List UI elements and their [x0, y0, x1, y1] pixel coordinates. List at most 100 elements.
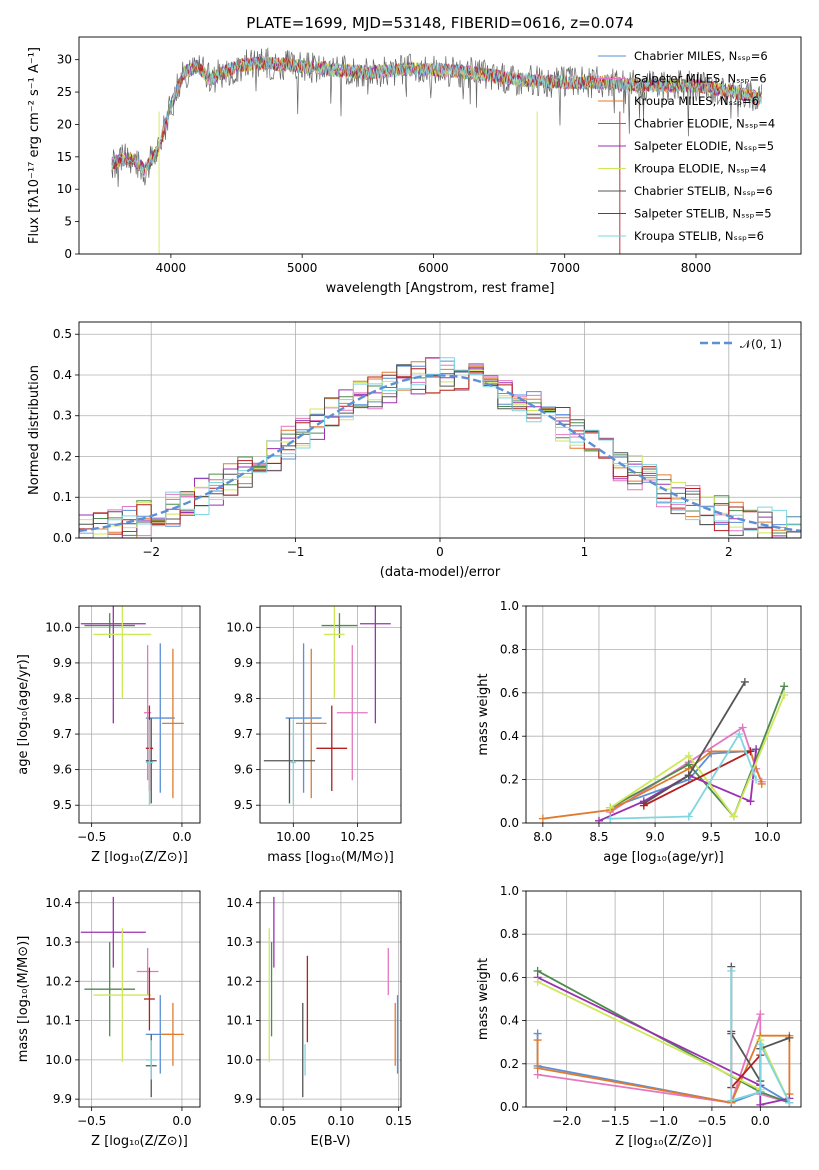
- weight-marker: [538, 814, 547, 823]
- age_vs_mass-frame: [259, 605, 402, 824]
- y-tick-label: 0.3: [53, 409, 72, 423]
- x-axis-label: Z [log₁₀(Z/Z⊙)]: [615, 1134, 712, 1149]
- x-tick-label: −1.0: [649, 1114, 678, 1128]
- y-tick-label: 0.6: [500, 686, 519, 700]
- x-tick-label: 0.05: [270, 1114, 297, 1128]
- y-axis-label: Normed distribution: [27, 365, 42, 495]
- weight-marker: [738, 723, 747, 732]
- weight-marker: [684, 812, 693, 821]
- x-axis-label: Z [log₁₀(Z/Z⊙)]: [91, 1134, 188, 1149]
- legend-entry: Salpeter ELODIE, Nₛₛₚ=5: [634, 139, 774, 153]
- age_vs_Z-frame: [78, 605, 201, 824]
- y-tick-label: 1.0: [500, 599, 519, 613]
- mass_vs_Z-plot-area: [79, 891, 200, 1107]
- weight-marker: [756, 1040, 765, 1049]
- x-axis-label: Z [log₁₀(Z/Z⊙)]: [91, 850, 188, 865]
- histogram-series: [79, 364, 801, 538]
- x-tick-label: 8000: [681, 261, 712, 275]
- x-tick-label: 0.0: [172, 830, 191, 844]
- weight-marker: [752, 775, 761, 784]
- x-tick-label: −1: [287, 545, 305, 559]
- x-tick-label: 9.0: [646, 830, 665, 844]
- y-tick-label: 0.0: [500, 816, 519, 830]
- weight_vs_Z-frame: [525, 890, 802, 1108]
- weight-marker: [533, 1064, 542, 1073]
- y-tick-label: 0.5: [53, 327, 72, 341]
- y-tick-label: 0.8: [500, 927, 519, 941]
- mass_vs_Z-frame: [78, 890, 201, 1108]
- x-tick-label: −0.5: [77, 830, 106, 844]
- histogram-series: [79, 369, 801, 538]
- y-tick-label: 10.0: [226, 1053, 253, 1067]
- y-tick-label: 0.0: [53, 531, 72, 545]
- y-tick-label: 9.7: [53, 727, 72, 741]
- y-tick-label: 10.3: [226, 935, 253, 949]
- weight-marker: [746, 747, 755, 756]
- y-tick-label: 0.2: [53, 449, 72, 463]
- y-tick-label: 9.5: [53, 798, 72, 812]
- y-tick-label: 0.2: [500, 773, 519, 787]
- weight-marker: [533, 1036, 542, 1045]
- x-tick-label: 8.0: [533, 830, 552, 844]
- y-axis-label: age [log₁₀(age/yr)]: [16, 654, 31, 775]
- y-tick-label: 0.0: [500, 1100, 519, 1114]
- legend-entry: Kroupa ELODIE, Nₛₛₚ=4: [634, 162, 767, 176]
- y-tick-label: 10.2: [226, 974, 253, 988]
- weight-marker: [606, 814, 615, 823]
- mass_vs_ebv-frame: [259, 890, 402, 1108]
- weight-marker: [707, 747, 716, 756]
- y-axis-label: mass weight: [476, 673, 491, 755]
- weight-marker: [684, 760, 693, 769]
- y-tick-label: 20: [57, 117, 72, 131]
- x-tick-label: −0.5: [77, 1114, 106, 1128]
- weight-series: [610, 731, 757, 820]
- x-axis-label: E(B-V): [310, 1134, 350, 1149]
- y-tick-label: 10.1: [45, 1014, 72, 1028]
- spectrum-frame: [78, 36, 802, 255]
- legend-entry: Salpeter MILES, Nₛₛₚ=6: [634, 72, 767, 86]
- x-tick-label: 9.5: [702, 830, 721, 844]
- y-tick-label: 9.9: [234, 1092, 253, 1106]
- y-tick-label: 0.4: [53, 368, 72, 382]
- spectrum-series: [111, 56, 762, 175]
- weight-marker: [729, 812, 738, 821]
- x-tick-label: 4000: [156, 261, 187, 275]
- y-tick-label: 9.7: [234, 727, 253, 741]
- x-tick-label: 0.0: [751, 1114, 770, 1128]
- x-tick-label: 0.0: [172, 1114, 191, 1128]
- weight-marker: [684, 751, 693, 760]
- residuals-frame: [78, 321, 802, 539]
- x-tick-label: 5000: [287, 261, 318, 275]
- x-axis-label: (data-model)/error: [380, 565, 501, 580]
- gaussian-curve: [79, 374, 801, 533]
- x-tick-label: −1.5: [601, 1114, 630, 1128]
- weight-marker: [752, 745, 761, 754]
- weight-marker: [756, 1100, 765, 1107]
- y-tick-label: 0.6: [500, 970, 519, 984]
- weight-series: [542, 750, 763, 820]
- x-tick-label: 2: [725, 545, 733, 559]
- x-tick-label: 1: [581, 545, 589, 559]
- mass_vs_ebv-plot-area: [260, 891, 401, 1107]
- y-tick-label: 10.0: [45, 620, 72, 634]
- x-tick-label: 10.0: [754, 830, 781, 844]
- y-tick-label: 10.4: [45, 896, 72, 910]
- x-tick-label: 10.00: [276, 830, 310, 844]
- legend-entry: Salpeter STELIB, Nₛₛₚ=5: [634, 207, 772, 221]
- y-tick-label: 10: [57, 182, 72, 196]
- weight-marker: [639, 801, 648, 810]
- x-tick-label: 0.15: [385, 1114, 412, 1128]
- weight-marker: [756, 1087, 765, 1096]
- x-axis-label: mass [log₁₀(M/M⊙)]: [267, 850, 394, 865]
- y-tick-label: 0.2: [500, 1057, 519, 1071]
- weight-marker: [780, 682, 789, 691]
- x-tick-label: −2: [142, 545, 160, 559]
- residuals-plot-area: [79, 322, 801, 538]
- x-tick-label: 0.10: [328, 1114, 355, 1128]
- y-tick-label: 9.6: [53, 763, 72, 777]
- weight-series: [643, 750, 751, 807]
- y-tick-label: 25: [57, 85, 72, 99]
- legend-entry: Chabrier ELODIE, Nₛₛₚ=4: [634, 117, 775, 131]
- x-axis-label: wavelength [Angstrom, rest frame]: [326, 281, 555, 296]
- y-tick-label: 9.9: [53, 656, 72, 670]
